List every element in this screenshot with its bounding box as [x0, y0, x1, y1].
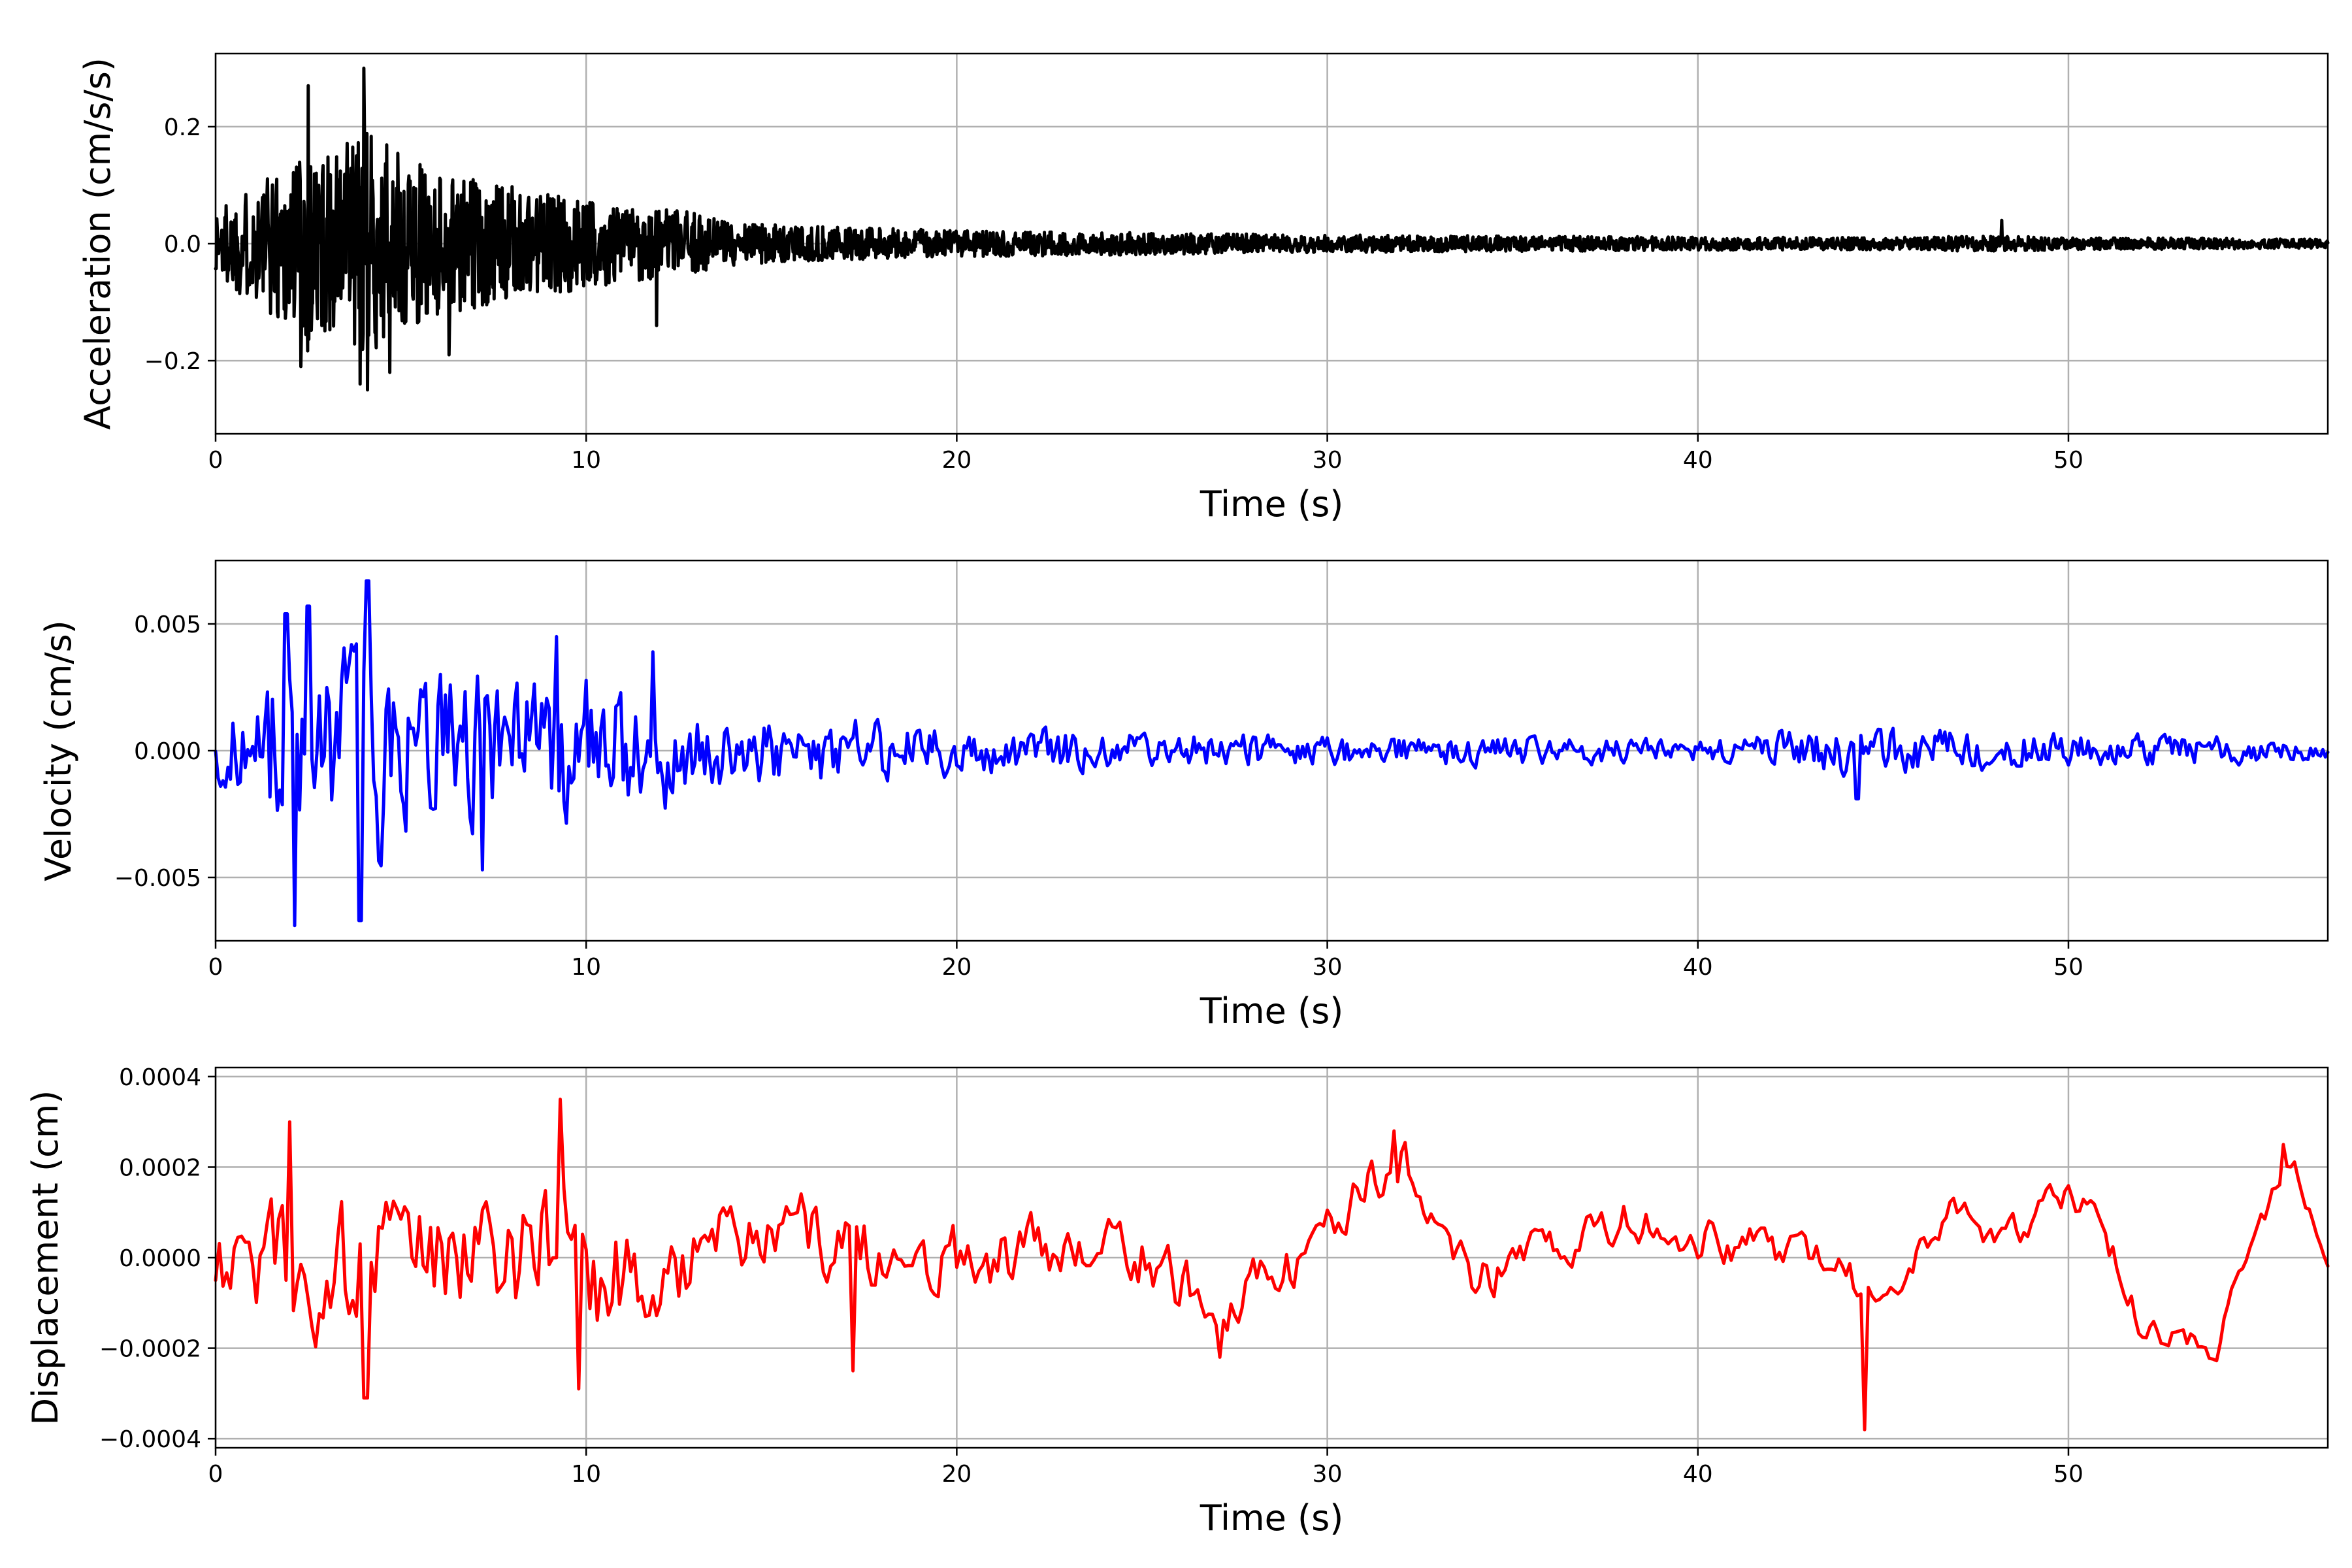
velocity-ticks: 0 10 20 30 40 50 −0.005 0.000 0.005 [114, 612, 2083, 981]
displacement-panel: 0 10 20 30 40 50 −0.0004 −0.0002 0.0000 0.0002 0.0… [25, 1064, 2330, 1539]
x-tick-label: 10 [571, 447, 601, 474]
y-tick-label: 0.000 [134, 738, 201, 765]
velocity-grid [214, 561, 2328, 941]
acceleration-panel: 0 10 20 30 40 50 −0.2 0.0 0.2 Time (s) Accelerat… [77, 52, 2330, 525]
displacement-ticks: 0 10 20 30 40 50 −0.0004 −0.0002 0.0000 0.0002 0.0… [99, 1064, 2083, 1488]
acceleration-x-axis-label: Time (s) [1200, 483, 1344, 525]
y-tick-label: −0.2 [144, 348, 201, 375]
x-tick-label: 20 [941, 954, 972, 981]
acceleration-trace [214, 66, 2330, 392]
y-tick-label: 0.2 [164, 114, 201, 141]
y-tick-label: 0.0000 [119, 1245, 201, 1272]
x-tick-label: 20 [941, 447, 972, 474]
x-tick-label: 10 [571, 954, 601, 981]
velocity-y-axis-label: Velocity (cm/s) [38, 620, 79, 881]
displacement-trace [214, 1098, 2330, 1431]
y-tick-label: −0.0002 [99, 1336, 201, 1363]
y-tick-label: −0.005 [114, 865, 201, 892]
x-tick-label: 10 [571, 1461, 601, 1488]
acceleration-y-axis-label: Acceleration (cm/s/s) [77, 57, 118, 430]
x-tick-label: 50 [2053, 1461, 2083, 1488]
x-tick-label: 50 [2053, 447, 2083, 474]
y-tick-label: 0.005 [134, 612, 201, 638]
velocity-panel: 0 10 20 30 40 50 −0.005 0.000 0.005 Time (s) Vel… [38, 559, 2330, 1032]
x-tick-label: 0 [208, 954, 223, 981]
x-tick-label: 0 [208, 447, 223, 474]
velocity-trace [214, 579, 2330, 928]
x-tick-label: 30 [1313, 1461, 1343, 1488]
x-tick-label: 40 [1683, 447, 1713, 474]
x-tick-label: 20 [941, 1461, 972, 1488]
y-tick-label: 0.0002 [119, 1154, 201, 1181]
y-tick-label: −0.0004 [99, 1426, 201, 1453]
x-tick-label: 50 [2053, 954, 2083, 981]
acceleration-ticks: 0 10 20 30 40 50 −0.2 0.0 0.2 [144, 114, 2083, 474]
x-tick-label: 30 [1313, 447, 1343, 474]
velocity-x-axis-label: Time (s) [1200, 990, 1344, 1032]
y-tick-label: 0.0 [164, 231, 201, 258]
displacement-x-axis-label: Time (s) [1200, 1497, 1344, 1539]
x-tick-label: 0 [208, 1461, 223, 1488]
x-tick-label: 40 [1683, 1461, 1713, 1488]
displacement-y-axis-label: Displacement (cm) [25, 1090, 66, 1426]
x-tick-label: 30 [1313, 954, 1343, 981]
y-tick-label: 0.0004 [119, 1064, 201, 1091]
x-tick-label: 40 [1683, 954, 1713, 981]
